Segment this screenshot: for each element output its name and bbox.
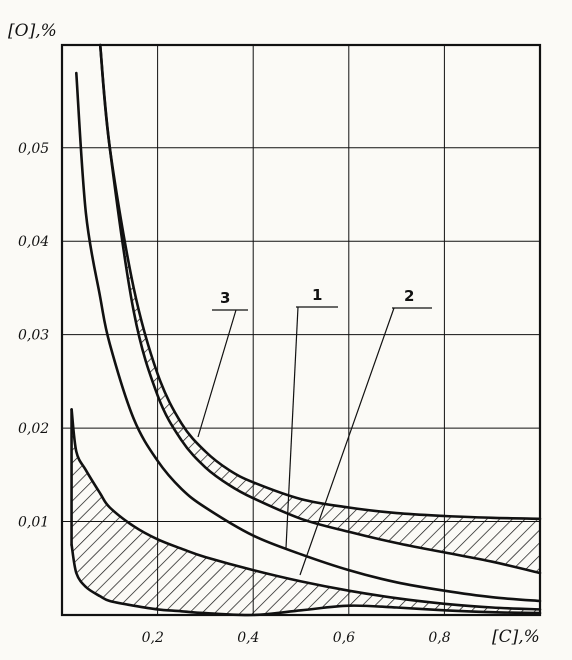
callout-leader-1 [285, 306, 299, 549]
y-tick-label: 0,05 [18, 141, 49, 157]
series-band-3 [100, 45, 540, 573]
callout-leaders [197, 306, 432, 576]
callout-label-1: 1 [312, 286, 322, 304]
y-tick-label: 0,03 [18, 328, 49, 344]
series-line-3-lower [98, 43, 542, 575]
x-axis-label: [C],% [492, 627, 540, 647]
y-tick-label: 0,01 [18, 515, 49, 531]
callout-label-2: 2 [404, 287, 414, 305]
y-axis-label: [O],% [8, 21, 57, 41]
x-tick-label: 0,4 [237, 630, 259, 646]
series-line-2-lower [70, 543, 542, 617]
callout-leader-2 [299, 307, 395, 576]
y-tick-label: 0,04 [18, 234, 49, 250]
series-line-3-upper [98, 43, 542, 521]
bands [71, 45, 540, 616]
labels: 0,2 0,4 0,6 0,8 0,01 0,02 0,03 0,04 0,05 [O],% [C]… [8, 21, 540, 647]
series-band-2 [71, 409, 540, 616]
x-tick-label: 0,2 [142, 630, 164, 646]
series-line-2-upper [70, 408, 542, 611]
plot-frame [60, 43, 542, 617]
y-tick-label: 0,02 [18, 421, 49, 437]
series-line-1 [75, 71, 542, 603]
curves [70, 43, 542, 617]
callout-leader-3 [197, 309, 237, 438]
x-tick-label: 0,6 [333, 630, 355, 646]
x-tick-label: 0,8 [428, 630, 450, 646]
callout-label-3: 3 [220, 289, 230, 307]
